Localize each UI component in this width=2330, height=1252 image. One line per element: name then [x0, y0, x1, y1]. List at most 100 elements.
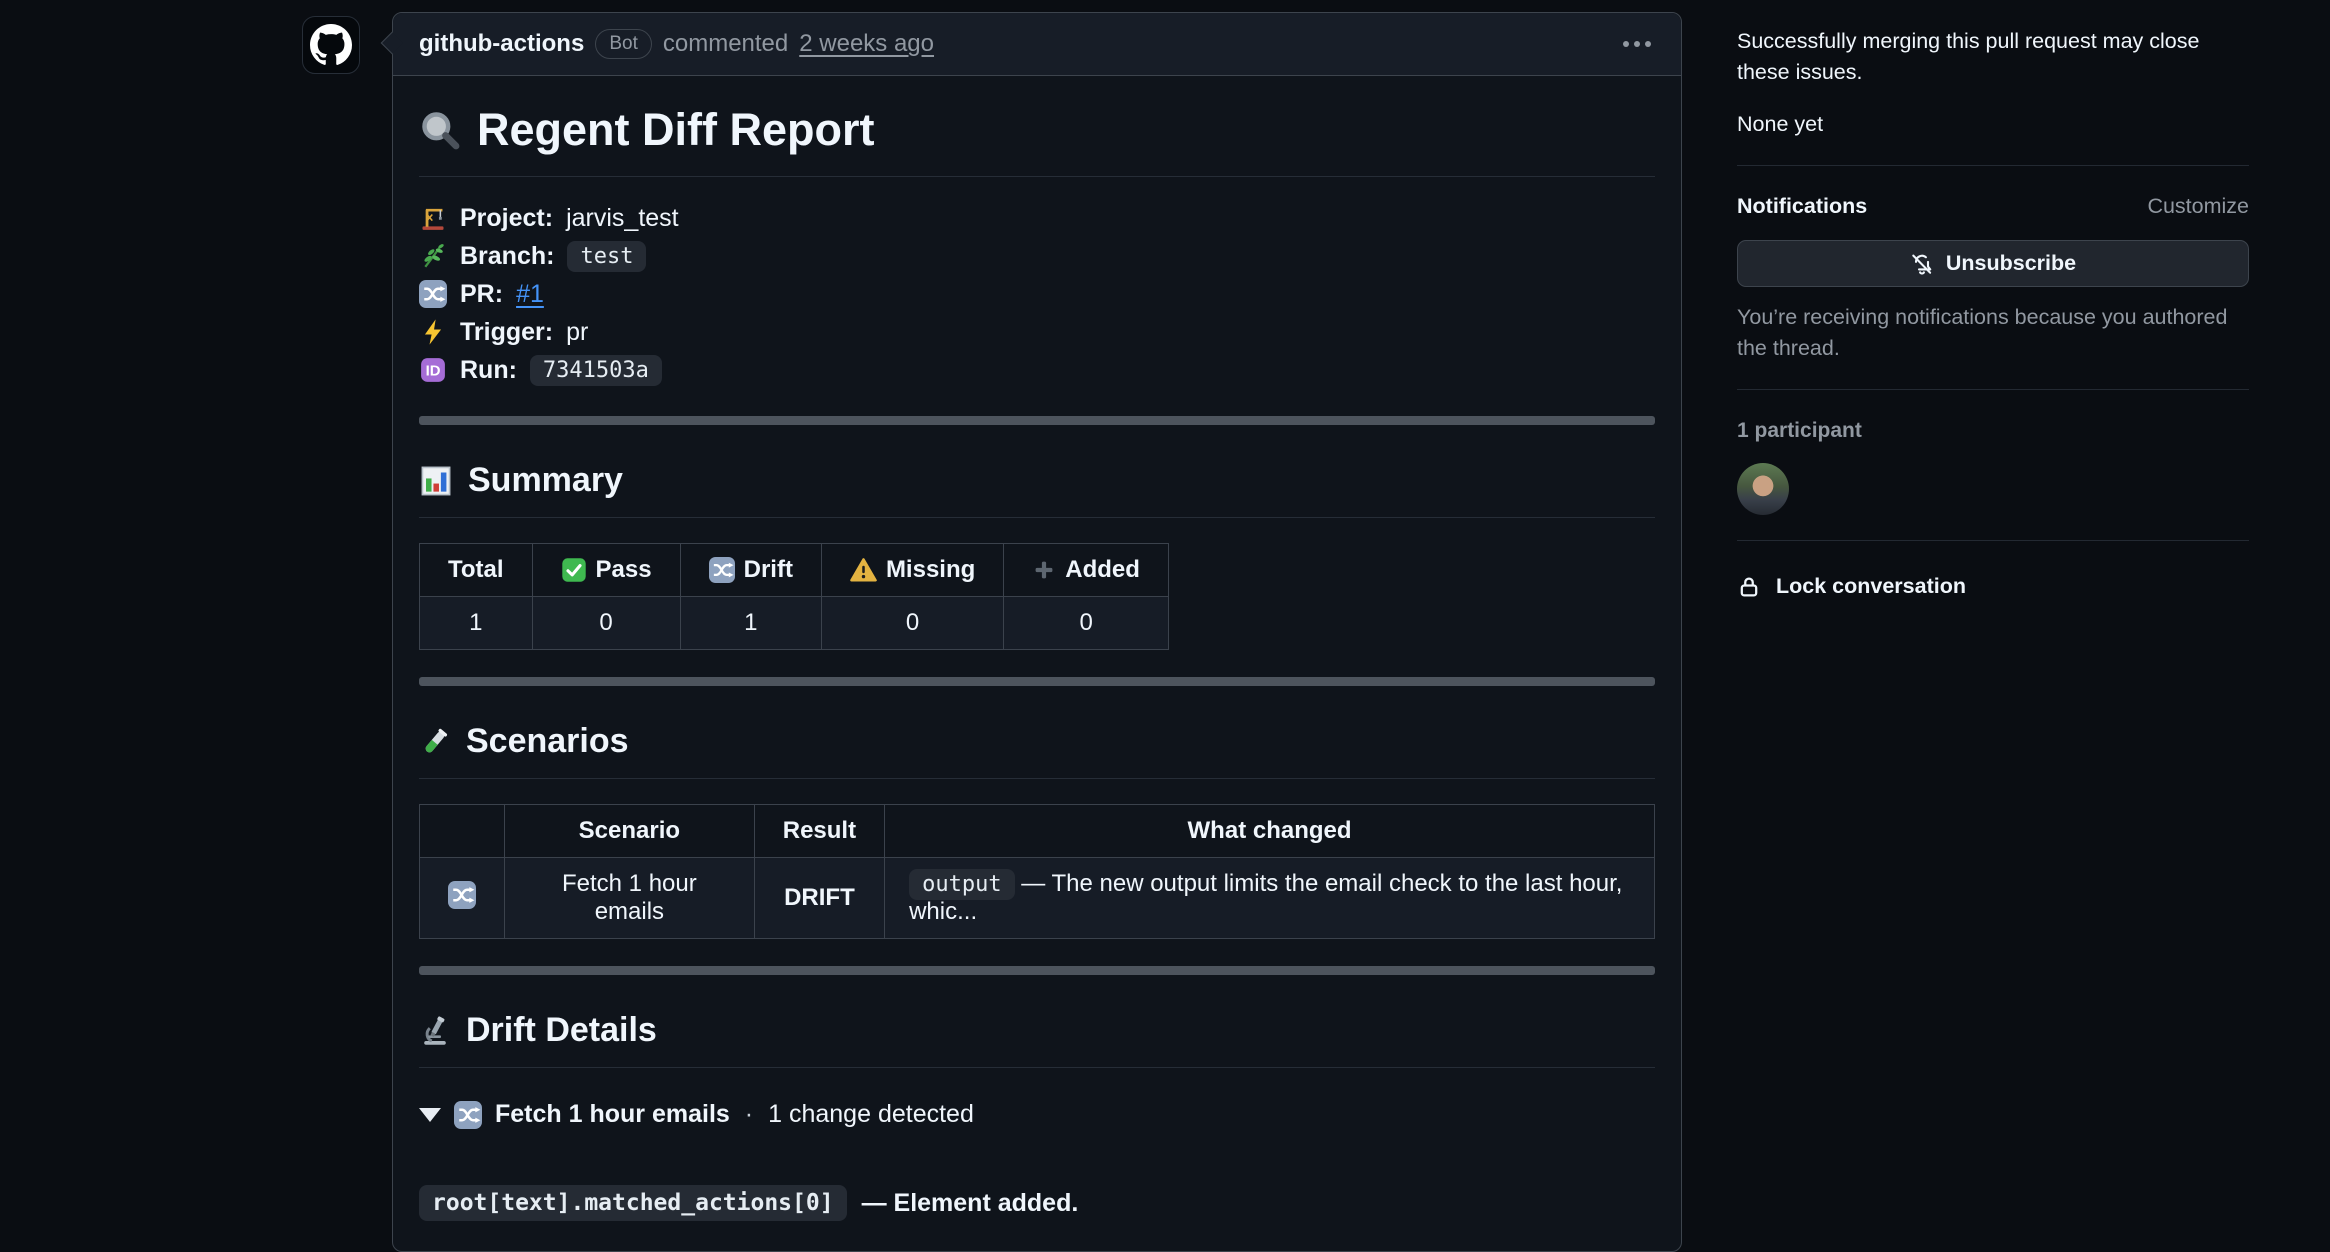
merge-note: Successfully merging this pull request m… [1737, 29, 2200, 84]
drift-details-heading-text: Drift Details [466, 1011, 657, 1049]
lock-conversation-label: Lock conversation [1776, 574, 1966, 598]
magnifier-icon [419, 109, 461, 151]
change-description: — Element added. [861, 1188, 1079, 1217]
scenarios-heading: Scenarios [419, 722, 1655, 779]
notifications-label: Notifications [1737, 194, 1868, 218]
triangle-down-icon [419, 1107, 441, 1122]
timestamp-link[interactable]: 2 weeks ago [799, 30, 935, 57]
col-total: Total [419, 543, 533, 597]
comment-author-link[interactable]: github-actions [419, 30, 585, 57]
drift-item-title: Fetch 1 hour emails [495, 1100, 730, 1128]
participant-avatar[interactable] [1737, 463, 1789, 515]
unsubscribe-button[interactable]: Unsubscribe [1737, 240, 2249, 287]
summary-table: Total Pass Drift Missing Added [419, 543, 1169, 650]
participants-label: 1 participant [1737, 419, 1862, 442]
drift-item-meta: 1 change detected [768, 1100, 974, 1128]
meta-run: ID Run: 7341503a [419, 351, 1655, 389]
sidebar-divider [1737, 540, 2249, 541]
issues-empty: None yet [1737, 112, 1824, 136]
check-mark-icon [561, 557, 587, 583]
col-result: Result [753, 804, 886, 858]
col-added: Added [1065, 556, 1140, 583]
plus-icon [1032, 558, 1056, 582]
summary-table-header-row: Total Pass Drift Missing Added [419, 543, 1169, 597]
scenarios-table-header-row: Scenario Result What changed [419, 804, 1655, 858]
commented-text: commented [662, 30, 789, 57]
meta-pr: PR: #1 [419, 275, 1655, 313]
val-added: 0 [1003, 596, 1169, 650]
drift-details-toggle[interactable]: Fetch 1 hour emails · 1 change detected [419, 1100, 1655, 1129]
summary-table-data-row: 1 0 1 0 0 [419, 596, 1169, 650]
scenario-name: Fetch 1 hour emails [504, 857, 755, 939]
report-title: Regent Diff Report [419, 104, 1655, 177]
run-value-chip: 7341503a [529, 354, 662, 386]
unsubscribe-label: Unsubscribe [1945, 251, 2077, 275]
bar-chart-icon [419, 464, 453, 498]
sidebar-divider [1737, 165, 2249, 166]
notifications-row: Notifications Customize [1737, 191, 2249, 222]
trigger-value: pr [566, 317, 589, 346]
report-title-text: Regent Diff Report [477, 104, 875, 155]
val-pass: 0 [531, 596, 681, 650]
changed-field-chip: output [909, 869, 1015, 900]
section-divider [419, 966, 1655, 975]
github-actions-avatar[interactable] [302, 16, 360, 74]
notifications-caption: You’re receiving notifications because y… [1737, 305, 2228, 360]
shuffle-icon [419, 280, 447, 308]
meta-branch: Branch: test [419, 237, 1655, 275]
col-scenario: Scenario [504, 804, 755, 858]
pr-label: PR: [460, 279, 504, 308]
lock-conversation-button[interactable]: Lock conversation [1737, 571, 2249, 602]
trigger-label: Trigger: [460, 317, 554, 346]
id-badge-icon: ID [419, 356, 447, 384]
summary-heading-text: Summary [468, 461, 623, 499]
herb-icon [419, 242, 447, 270]
drift-details-heading: Drift Details [419, 1011, 1655, 1068]
drift-change-line: root[text].matched_actions[0] — Element … [419, 1185, 1655, 1221]
building-construction-icon [419, 204, 447, 232]
col-drift: Drift [743, 556, 793, 583]
test-tube-icon [419, 726, 451, 758]
change-path-chip: root[text].matched_actions[0] [419, 1185, 847, 1221]
project-label: Project: [460, 203, 554, 232]
val-drift: 1 [679, 596, 822, 650]
microscope-icon [419, 1015, 451, 1047]
shuffle-icon [708, 557, 735, 583]
sidebar-divider [1737, 389, 2249, 390]
comment-card: github-actions Bot commented 2 weeks ago… [380, 12, 1682, 1252]
col-scenario-icon [419, 804, 505, 858]
shuffle-icon [448, 880, 476, 909]
meta-trigger: Trigger: pr [419, 313, 1655, 351]
kebab-menu-button[interactable] [1619, 33, 1655, 55]
pr-number-link[interactable]: #1 [516, 279, 544, 308]
col-what-changed: What changed [884, 804, 1655, 858]
meta-project: Project: jarvis_test [419, 199, 1655, 237]
lock-icon [1737, 575, 1761, 599]
section-divider [419, 416, 1655, 425]
warning-icon [850, 557, 877, 584]
scenario-what-changed: output — The new output limits the email… [884, 857, 1655, 939]
bell-slash-icon [1910, 252, 1934, 276]
comment-header: github-actions Bot commented 2 weeks ago [393, 13, 1681, 76]
col-missing: Missing [885, 556, 976, 583]
scenarios-heading-text: Scenarios [466, 722, 629, 760]
bot-badge: Bot [595, 29, 652, 59]
branch-value-chip: test [567, 240, 647, 272]
summary-heading: Summary [419, 461, 1655, 518]
comment-body: Regent Diff Report Project: jarvis_test … [393, 76, 1681, 1221]
scenarios-table: Scenario Result What changed Fetch 1 hou… [419, 804, 1655, 939]
svg-text:ID: ID [426, 364, 441, 380]
val-total: 1 [419, 596, 533, 650]
github-octocat-icon [310, 24, 352, 66]
col-pass: Pass [595, 556, 652, 583]
section-divider [419, 677, 1655, 686]
shuffle-icon [454, 1100, 482, 1129]
project-value: jarvis_test [566, 203, 679, 232]
branch-label: Branch: [460, 241, 555, 270]
dot-separator: · [744, 1100, 754, 1128]
sidebar: Successfully merging this pull request m… [1737, 26, 2249, 602]
zap-icon [419, 318, 447, 346]
customize-link[interactable]: Customize [2147, 194, 2249, 218]
scenario-result: DRIFT [753, 857, 886, 939]
changed-description: — The new output limits the email check … [909, 870, 1623, 925]
